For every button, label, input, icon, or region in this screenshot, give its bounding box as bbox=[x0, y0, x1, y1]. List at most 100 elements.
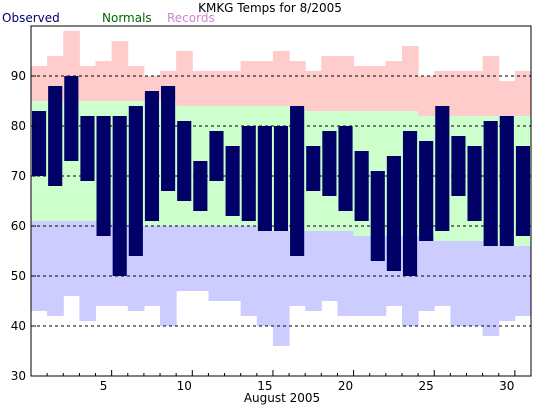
record-high-band bbox=[353, 66, 371, 111]
record-high-band bbox=[305, 71, 322, 111]
record-high-band bbox=[256, 61, 274, 106]
observed-bar bbox=[306, 146, 321, 191]
x-tick-label: 5 bbox=[100, 379, 108, 393]
record-high-band bbox=[369, 66, 387, 111]
observed-bar bbox=[370, 171, 385, 261]
record-low-band bbox=[79, 221, 97, 321]
record-low-band bbox=[47, 221, 64, 316]
y-axis: 30 40 50 60 70 80 90 bbox=[11, 69, 36, 383]
observed-bar bbox=[386, 156, 401, 271]
y-tick-label: 50 bbox=[11, 269, 26, 283]
observed-bar bbox=[112, 116, 127, 276]
legend-records: Records bbox=[167, 11, 215, 25]
observed-bar bbox=[128, 106, 143, 256]
record-low-band bbox=[240, 226, 258, 316]
record-low-band bbox=[95, 221, 113, 306]
x-tick-label: 20 bbox=[338, 379, 353, 393]
record-high-band bbox=[272, 51, 290, 106]
observed-bar bbox=[32, 111, 47, 176]
x-tick-label: 10 bbox=[177, 379, 192, 393]
observed-bar bbox=[483, 121, 498, 246]
observed-bar bbox=[354, 151, 369, 221]
observed-bar bbox=[402, 131, 418, 276]
record-high-band bbox=[321, 56, 338, 111]
x-axis-label: August 2005 bbox=[244, 391, 320, 405]
observed-bar bbox=[290, 106, 305, 256]
observed-bar bbox=[467, 146, 482, 221]
record-high-band bbox=[434, 71, 451, 116]
y-tick-label: 70 bbox=[11, 169, 26, 183]
record-low-band bbox=[224, 226, 242, 301]
record-high-band bbox=[450, 71, 467, 116]
observed-bar-layer bbox=[32, 76, 530, 276]
x-tick-label: 25 bbox=[419, 379, 434, 393]
record-low-band bbox=[143, 226, 161, 306]
observed-bar bbox=[322, 131, 337, 196]
record-high-band bbox=[224, 71, 242, 106]
observed-bar bbox=[64, 76, 79, 161]
observed-bar bbox=[257, 126, 272, 231]
observed-bar bbox=[96, 116, 111, 236]
record-high-band bbox=[401, 46, 419, 111]
observed-bar bbox=[225, 146, 240, 216]
record-low-band bbox=[498, 246, 516, 321]
record-low-band bbox=[337, 231, 355, 316]
record-high-band bbox=[240, 61, 258, 106]
record-low-band bbox=[31, 221, 48, 311]
record-low-band bbox=[450, 241, 467, 326]
observed-bar bbox=[144, 91, 160, 221]
observed-bar bbox=[193, 161, 208, 211]
record-low-band bbox=[482, 241, 500, 336]
record-high-band bbox=[466, 71, 484, 116]
record-high-band bbox=[418, 76, 435, 116]
record-high-band bbox=[289, 61, 306, 106]
record-low-band bbox=[514, 246, 532, 316]
observed-bar bbox=[451, 136, 466, 196]
observed-bar bbox=[80, 116, 95, 181]
record-high-band bbox=[176, 51, 193, 106]
y-tick-label: 30 bbox=[11, 369, 26, 383]
y-tick-label: 60 bbox=[11, 219, 26, 233]
record-low-band bbox=[272, 231, 290, 346]
y-tick-label: 80 bbox=[11, 119, 26, 133]
chart-title: KMKG Temps for 8/2005 bbox=[198, 1, 342, 15]
record-low-band bbox=[176, 226, 193, 291]
record-low-band bbox=[63, 221, 80, 296]
legend-normals: Normals bbox=[102, 11, 152, 25]
record-high-band bbox=[31, 66, 48, 101]
observed-bar bbox=[177, 121, 192, 201]
y-tick-label: 90 bbox=[11, 69, 26, 83]
record-low-band bbox=[160, 226, 177, 326]
x-tick-label: 15 bbox=[257, 379, 272, 393]
observed-bar bbox=[515, 146, 530, 236]
record-high-band bbox=[95, 61, 113, 101]
observed-bar bbox=[48, 86, 63, 186]
x-tick-label: 30 bbox=[499, 379, 514, 393]
record-high-band bbox=[111, 41, 129, 101]
record-high-band bbox=[482, 56, 500, 116]
observed-bar bbox=[338, 126, 353, 211]
record-high-band bbox=[514, 71, 532, 116]
record-high-band bbox=[498, 81, 516, 116]
record-low-band bbox=[256, 231, 274, 326]
record-low-band bbox=[418, 236, 435, 311]
observed-bar bbox=[435, 106, 450, 231]
x-axis: 5 10 15 20 25 30 bbox=[46, 370, 532, 393]
observed-bar bbox=[209, 131, 224, 181]
record-high-band bbox=[127, 66, 145, 101]
record-high-band bbox=[337, 56, 355, 111]
record-low-band bbox=[192, 226, 209, 291]
record-low-band bbox=[321, 231, 338, 301]
record-low-band bbox=[305, 231, 322, 311]
observed-bar bbox=[273, 126, 289, 231]
y-tick-label: 40 bbox=[11, 319, 26, 333]
observed-bar bbox=[241, 126, 256, 221]
observed-bar bbox=[161, 86, 176, 191]
record-high-band bbox=[79, 66, 97, 101]
plot-frame bbox=[30, 25, 532, 377]
record-low-band bbox=[434, 241, 451, 306]
record-low-band bbox=[208, 226, 226, 301]
legend-observed: Observed bbox=[2, 11, 60, 25]
record-high-band bbox=[208, 71, 226, 106]
